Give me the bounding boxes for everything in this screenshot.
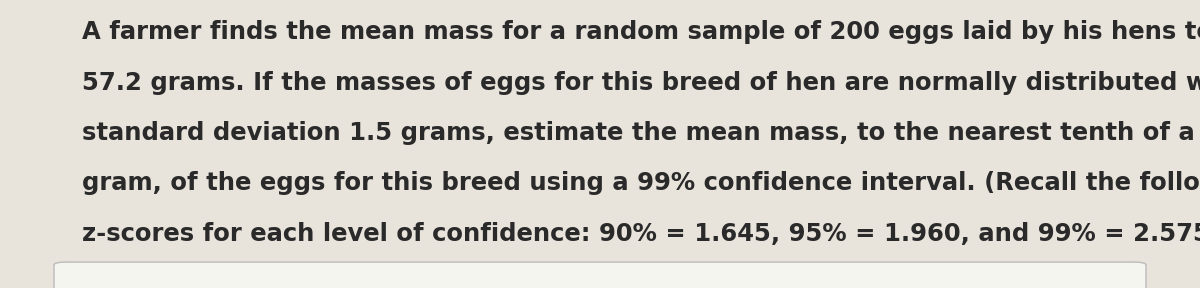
Text: standard deviation 1.5 grams, estimate the mean mass, to the nearest tenth of a: standard deviation 1.5 grams, estimate t… <box>82 121 1194 145</box>
Text: A farmer finds the mean mass for a random sample of 200 eggs laid by his hens to: A farmer finds the mean mass for a rando… <box>82 20 1200 44</box>
Text: 57.2 grams. If the masses of eggs for this breed of hen are normally distributed: 57.2 grams. If the masses of eggs for th… <box>82 71 1200 94</box>
FancyBboxPatch shape <box>54 262 1146 288</box>
Text: gram, of the eggs for this breed using a 99% confidence interval. (Recall the fo: gram, of the eggs for this breed using a… <box>82 171 1200 195</box>
Text: z-scores for each level of confidence: 90% = 1.645, 95% = 1.960, and 99% = 2.575: z-scores for each level of confidence: 9… <box>82 222 1200 246</box>
